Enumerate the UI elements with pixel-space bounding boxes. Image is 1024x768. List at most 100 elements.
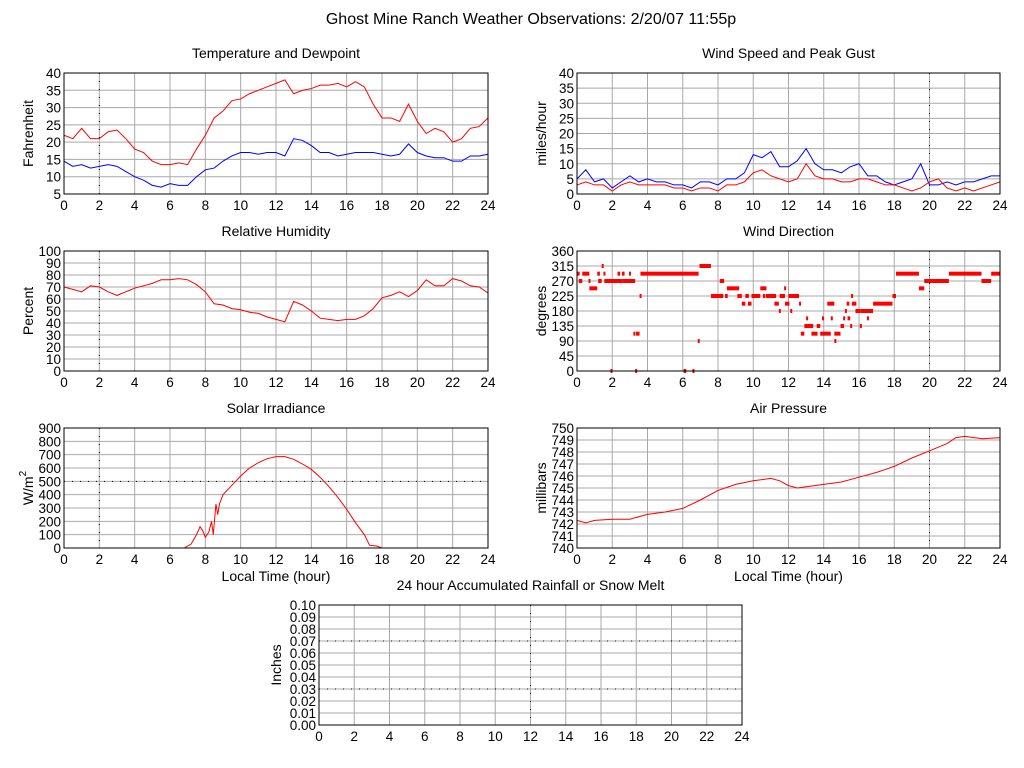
y-tick-label: 90 (559, 334, 574, 349)
x-tick-label: 10 (746, 198, 761, 213)
x-tick-label: 8 (714, 552, 722, 567)
y-axis-label: millibars (533, 462, 549, 513)
x-tick-label: 0 (60, 198, 68, 213)
y-axis-label-text: degrees (533, 286, 549, 337)
wind-direction-mark (840, 324, 845, 328)
wind-direction-mark (855, 309, 861, 313)
wind-direction-mark (725, 294, 728, 298)
x-tick-label: 12 (781, 552, 796, 567)
wind-direction-mark (765, 294, 777, 298)
x-tick-label: 0 (573, 552, 581, 567)
plot-frame (63, 72, 489, 195)
wind-direction-mark (640, 271, 685, 276)
x-tick-label: 22 (957, 198, 972, 213)
y-tick-label: 0.02 (290, 694, 316, 709)
y-tick-label: 0.01 (290, 706, 316, 721)
y-tick-label: 0.08 (290, 622, 316, 637)
y-tick-label: 15 (559, 142, 574, 157)
y-tick-label: 5 (566, 172, 574, 187)
y-tick-label: 400 (38, 488, 61, 503)
x-tick-label: 16 (593, 729, 608, 744)
wind-direction-mark (948, 271, 982, 276)
y-tick-label: 200 (38, 514, 61, 529)
wind-direction-mark (779, 294, 785, 298)
wind-direction-mark (778, 309, 781, 313)
x-tick-label: 8 (456, 729, 464, 744)
y-tick-label: 0 (566, 364, 574, 379)
x-tick-label: 4 (644, 375, 652, 390)
wind-direction-mark (821, 316, 824, 321)
wind-direction-mark (843, 316, 846, 321)
plot-frame (576, 72, 1001, 195)
y-axis-label: Fahrenheit (20, 100, 36, 167)
x-tick-label: 0 (573, 198, 581, 213)
x-tick-label: 20 (922, 198, 937, 213)
y-tick-label: 0.00 (290, 718, 316, 733)
y-tick-label: 0 (53, 541, 61, 556)
y-axis-label-text: Fahrenheit (20, 100, 36, 167)
wind-direction-mark (788, 294, 800, 298)
page-title: Ghost Mine Ranch Weather Observations: 2… (326, 11, 736, 28)
wind-direction-mark (699, 264, 711, 268)
x-tick-label: 8 (714, 375, 722, 390)
x-tick-label: 16 (851, 552, 866, 567)
y-tick-label: 300 (38, 501, 61, 516)
wind-direction-mark (859, 324, 862, 328)
x-tick-label: 20 (410, 552, 425, 567)
y-tick-label: 25 (559, 111, 574, 126)
wind-direction-mark (719, 279, 725, 283)
y-tick-label: 0 (53, 364, 61, 379)
wind-direction-mark (804, 324, 814, 328)
y-tick-label: 315 (551, 259, 574, 274)
y-tick-label: 800 (38, 434, 61, 449)
y-tick-label: 741 (551, 529, 574, 544)
x-tick-label: 14 (816, 552, 832, 567)
x-tick-label: 8 (202, 375, 210, 390)
wind-direction-mark (622, 279, 636, 283)
x-tick-label: 4 (644, 198, 652, 213)
wind-direction-mark (726, 286, 740, 291)
wind-direction-mark (578, 279, 583, 283)
x-tick-label: 12 (781, 198, 796, 213)
wind-direction-mark (806, 316, 809, 321)
y-tick-label: 0.05 (290, 658, 316, 673)
wind-direction-mark (617, 271, 621, 276)
x-tick-label: 18 (374, 375, 389, 390)
x-tick-label: 16 (339, 198, 354, 213)
y-tick-label: 60 (46, 292, 61, 307)
x-axis-label: Local Time (hour) (734, 568, 843, 584)
wind-direction-mark (603, 271, 606, 276)
x-tick-label: 2 (96, 552, 104, 567)
y-axis-label-text: Inches (268, 644, 284, 685)
wind-direction-mark (588, 279, 591, 283)
y-tick-label: 135 (551, 319, 574, 334)
y-tick-label: 744 (551, 493, 574, 508)
y-tick-label: 750 (551, 421, 574, 436)
plot-frame (63, 427, 489, 549)
x-tick-label: 22 (699, 729, 714, 744)
wind-direction-mark (811, 331, 818, 336)
y-tick-label: 743 (551, 505, 574, 520)
x-tick-label: 2 (608, 375, 616, 390)
x-tick-label: 16 (339, 552, 354, 567)
wind-direction-mark (774, 301, 779, 306)
x-tick-label: 16 (339, 375, 354, 390)
wind-direction-mark (628, 271, 631, 276)
wind-direction-mark (892, 294, 897, 298)
y-tick-label: 747 (551, 457, 574, 472)
x-tick-label: 22 (957, 375, 972, 390)
wind-direction-mark (747, 301, 752, 306)
x-tick-label: 18 (887, 552, 902, 567)
x-tick-label: 8 (202, 198, 210, 213)
x-tick-label: 20 (922, 375, 937, 390)
y-tick-label: 40 (46, 316, 61, 331)
wind-direction-mark (873, 301, 893, 306)
x-tick-label: 4 (131, 375, 139, 390)
y-tick-label: 40 (559, 66, 574, 81)
wind-direction-mark (850, 324, 853, 328)
y-axis-label-superscript: 2 (18, 470, 29, 476)
y-axis-label-text: Percent (20, 287, 36, 335)
